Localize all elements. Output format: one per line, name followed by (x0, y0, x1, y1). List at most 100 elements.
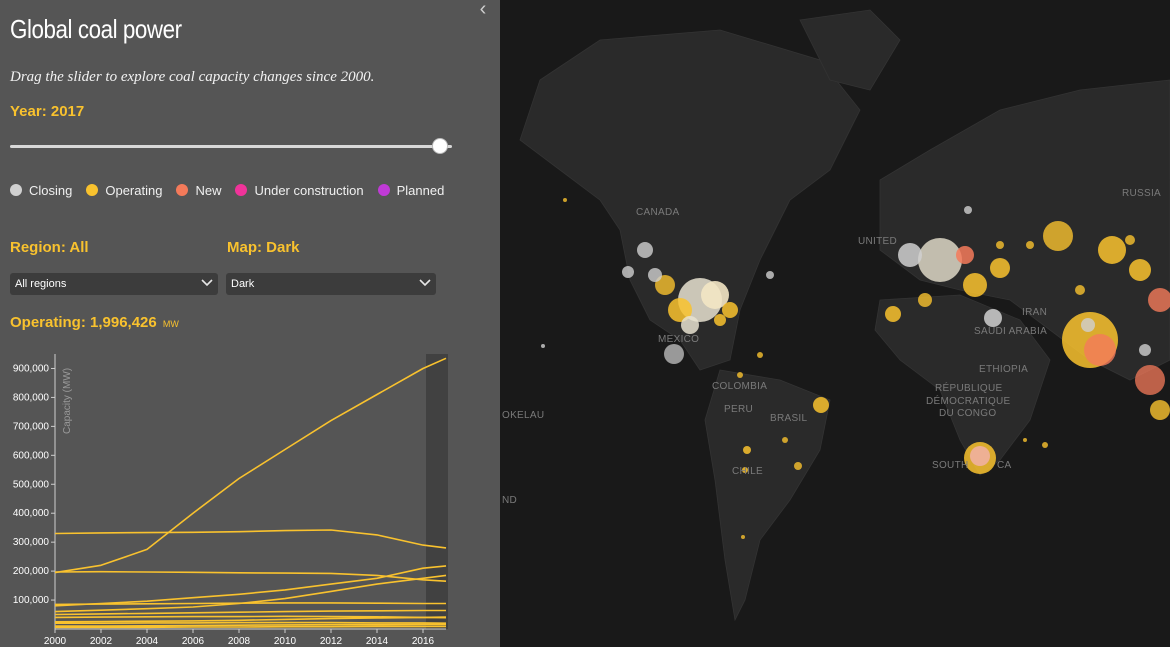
slider-handle[interactable] (432, 138, 448, 154)
region-select-value: All regions (15, 278, 67, 290)
map-label-okelau: OKELAU (502, 410, 545, 421)
map-point (757, 352, 763, 358)
x-tick-label: 2014 (366, 636, 389, 647)
map-point (964, 206, 972, 214)
legend-item-operating[interactable]: Operating (86, 183, 162, 198)
map-point (918, 293, 932, 307)
legend-label: Planned (396, 182, 445, 198)
map-point (990, 258, 1010, 278)
region-select[interactable]: All regions (10, 273, 218, 295)
year-slider[interactable] (10, 138, 452, 156)
map-point (782, 437, 788, 443)
map-point (664, 344, 684, 364)
map-point (766, 271, 774, 279)
map-point (741, 535, 745, 539)
control-panel: Global coal power Drag the slider to exp… (0, 0, 500, 647)
map-label-saudi-arabia: SAUDI ARABIA (974, 326, 1048, 337)
map-point (1125, 235, 1135, 245)
chevron-down-icon (414, 278, 436, 290)
legend-dot-icon (235, 184, 248, 196)
operating-total-value: Operating: 1,996,426 (10, 314, 157, 331)
map-label-mexico: MEXICO (658, 334, 700, 345)
collapse-panel-chevron-icon[interactable]: ‹ (479, 0, 487, 20)
map-point (1139, 344, 1151, 356)
map-style-select[interactable]: Dark (226, 273, 436, 295)
map-point (714, 314, 726, 326)
page-subtitle: Drag the slider to explore coal capacity… (10, 69, 375, 85)
series-line-1 (54, 357, 447, 574)
map-point (1098, 236, 1126, 264)
series-line-12 (55, 625, 446, 629)
legend-label: New (195, 182, 222, 198)
map-point (668, 298, 692, 322)
map-point (963, 273, 987, 297)
map-point (984, 309, 1002, 327)
map-label-russia: RUSSIA (1122, 188, 1162, 199)
map-point (813, 397, 829, 413)
map-label-iran: IRAN (1022, 307, 1048, 318)
x-tick-label: 2016 (412, 636, 435, 647)
land-masses (519, 9, 1170, 622)
legend-label: Operating (105, 182, 163, 198)
legend-dot-icon (377, 184, 390, 196)
page-title: Global coal power (10, 14, 182, 44)
map-point (1023, 438, 1027, 442)
map-point (956, 246, 974, 264)
map-point (722, 302, 738, 318)
map-point (701, 281, 729, 309)
y-tick-label: 100,000 (13, 595, 50, 606)
land-greenland (799, 9, 901, 91)
series-line-10 (55, 621, 447, 624)
map-point (637, 242, 653, 258)
legend-item-under-construction[interactable]: Under construction (235, 182, 364, 198)
map-point (1042, 442, 1048, 448)
y-tick-label: 200,000 (13, 566, 50, 577)
operating-total-unit: MW (162, 319, 179, 329)
land-south-america (704, 369, 831, 622)
y-axis-label: Capacity (MW) (62, 368, 73, 434)
map-point (648, 268, 662, 282)
map-point (541, 344, 545, 348)
map-point (1129, 259, 1151, 281)
legend-label: Under construction (254, 182, 364, 198)
chevron-down-icon (196, 278, 218, 290)
map-point (742, 467, 748, 473)
series-line-5 (54, 574, 447, 613)
legend-label: Closing (29, 182, 73, 198)
y-tick-label: 500,000 (13, 479, 50, 490)
map-point (1026, 241, 1034, 249)
map-point (1148, 288, 1170, 312)
map-point (1043, 221, 1073, 251)
map-label-chile: CHILE (732, 466, 763, 477)
map-label-canada: CANADA (636, 207, 680, 218)
slider-track[interactable] (10, 145, 452, 148)
map-point (794, 462, 802, 470)
map-label-republique: RÉPUBLIQUE (935, 383, 1003, 394)
y-tick-label: 700,000 (13, 421, 50, 432)
series-line-2 (54, 529, 447, 549)
series-line-11 (55, 623, 446, 627)
y-tick-label: 800,000 (13, 392, 50, 403)
map-label-nd: ND (502, 495, 518, 506)
map-point (1081, 318, 1095, 332)
x-tick-label: 2012 (320, 636, 343, 647)
map-style-label: Map: Dark (227, 239, 300, 256)
legend-item-closing[interactable]: Closing (10, 183, 72, 198)
legend-dot-icon (86, 184, 99, 196)
legend-item-planned[interactable]: Planned (377, 182, 445, 198)
legend-item-new[interactable]: New (176, 183, 221, 198)
current-year-band (426, 354, 448, 629)
map-point (1075, 285, 1085, 295)
map-point (885, 306, 901, 322)
legend: Closing Operating New Under construction… (10, 180, 458, 200)
series-line-6 (54, 602, 446, 606)
map-point (655, 275, 675, 295)
x-tick-label: 2002 (90, 636, 113, 647)
series-line-4 (54, 565, 447, 607)
map-point (563, 198, 567, 202)
operating-total: Operating: 1,996,426 MW (10, 314, 179, 331)
map-label-peru: PERU (724, 404, 753, 415)
map-label-ca: CA (997, 460, 1012, 471)
map-point (737, 372, 743, 378)
